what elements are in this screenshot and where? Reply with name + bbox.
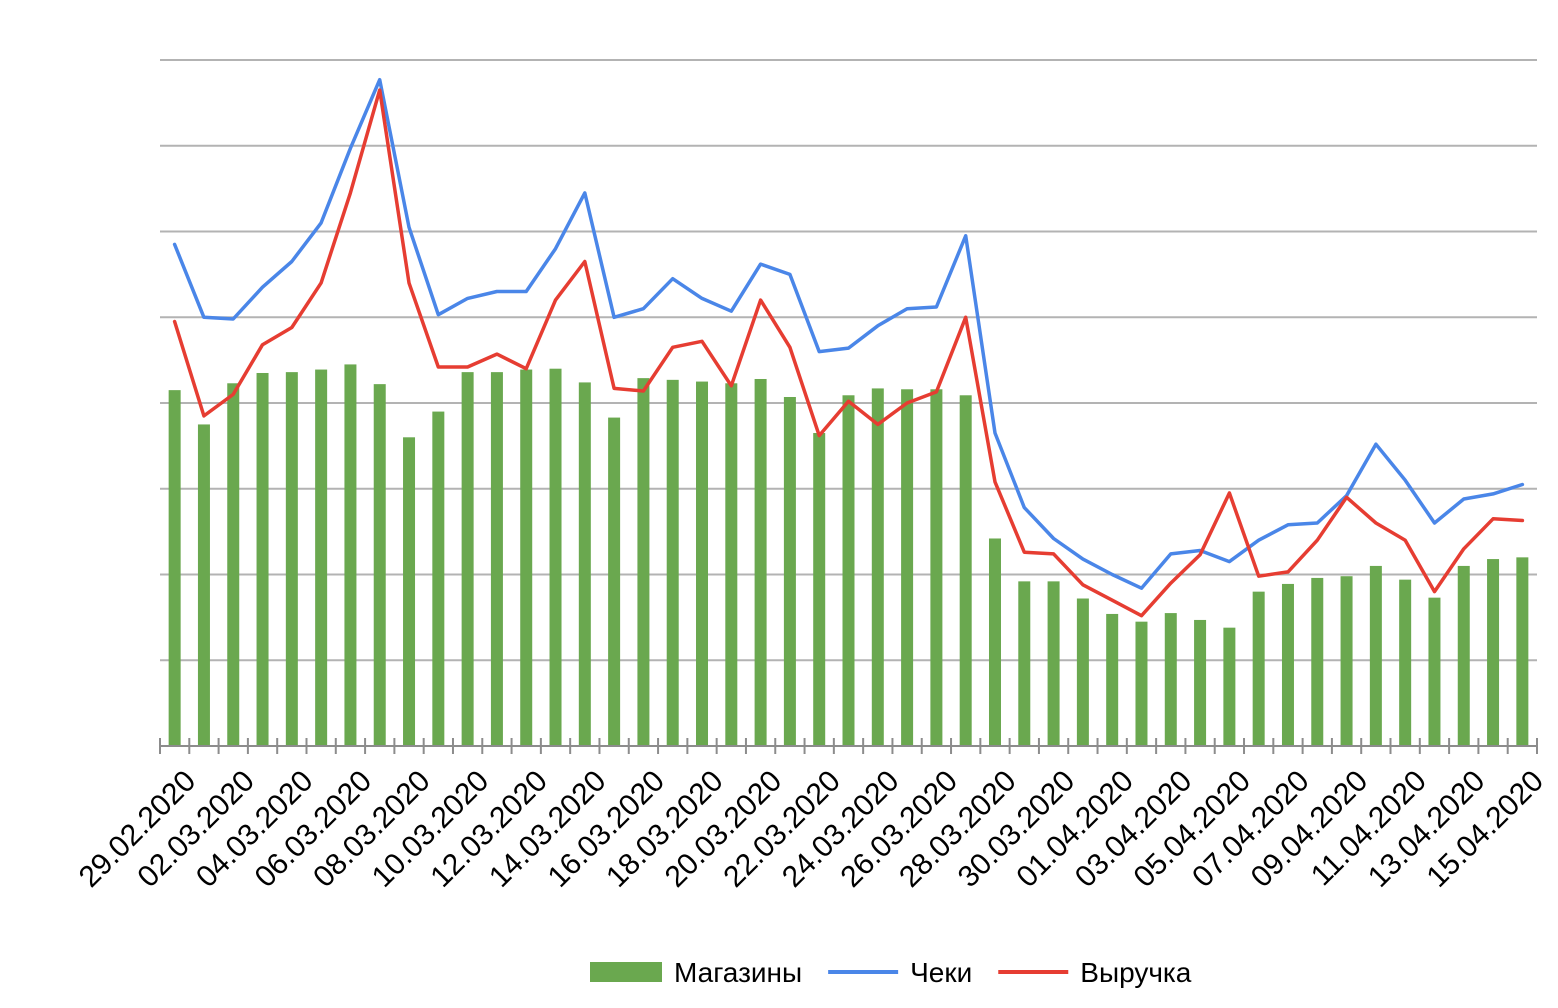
legend-label-magaziny: Магазины — [674, 957, 802, 988]
x-tick-labels: 29.02.202002.03.202004.03.202006.03.2020… — [73, 764, 1550, 894]
bar-09.03.2020 — [432, 411, 445, 746]
bar-02.04.2020 — [1135, 621, 1148, 746]
bar-03.03.2020 — [256, 372, 269, 746]
bar-26.03.2020 — [930, 389, 943, 746]
bar-10.03.2020 — [461, 372, 474, 746]
bar-14.03.2020 — [578, 382, 591, 746]
bar-03.04.2020 — [1164, 613, 1177, 746]
bar-08.04.2020 — [1311, 577, 1324, 746]
bar-09.04.2020 — [1340, 576, 1353, 746]
line-series — [172, 77, 1525, 618]
bar-27.03.2020 — [959, 395, 972, 746]
x-axis — [159, 738, 1538, 754]
bar-25.03.2020 — [901, 389, 914, 746]
bar-08.03.2020 — [403, 437, 416, 746]
bar-13.03.2020 — [549, 368, 562, 746]
bar-10.04.2020 — [1369, 565, 1382, 746]
bar-11.04.2020 — [1399, 579, 1412, 746]
bar-series-magaziny — [168, 364, 1529, 746]
bar-19.03.2020 — [725, 383, 738, 746]
bar-29.03.2020 — [1018, 581, 1031, 746]
bar-01.03.2020 — [197, 424, 210, 746]
bar-07.03.2020 — [373, 384, 386, 746]
line-series-vyruchka — [172, 88, 1525, 618]
legend-label-vyruchka: Выручка — [1080, 957, 1192, 988]
bar-02.03.2020 — [227, 383, 240, 746]
line-series-cheki — [172, 77, 1525, 590]
bar-28.03.2020 — [988, 538, 1001, 746]
bar-18.03.2020 — [696, 381, 709, 746]
bar-11.03.2020 — [490, 372, 503, 746]
bar-15.03.2020 — [608, 417, 621, 746]
bar-13.04.2020 — [1457, 565, 1470, 746]
bar-01.04.2020 — [1106, 613, 1119, 746]
bar-24.03.2020 — [871, 388, 884, 746]
bar-20.03.2020 — [754, 378, 767, 746]
legend-label-cheki: Чеки — [910, 957, 972, 988]
bar-06.04.2020 — [1252, 591, 1265, 746]
bar-31.03.2020 — [1076, 598, 1089, 746]
bar-12.04.2020 — [1428, 597, 1441, 746]
bar-12.03.2020 — [520, 369, 533, 746]
bar-16.03.2020 — [637, 378, 650, 746]
bar-17.03.2020 — [666, 379, 679, 746]
legend: Магазины Чеки Выручка — [590, 957, 1192, 988]
bar-06.03.2020 — [344, 364, 357, 746]
bar-07.04.2020 — [1281, 583, 1294, 746]
bar-29.02.2020 — [168, 390, 181, 746]
bar-04.04.2020 — [1194, 619, 1207, 746]
bar-21.03.2020 — [783, 396, 796, 746]
bar-22.03.2020 — [813, 433, 826, 746]
bar-05.03.2020 — [315, 369, 328, 746]
legend-swatch-magaziny — [590, 962, 662, 982]
bar-30.03.2020 — [1047, 581, 1060, 746]
bar-23.03.2020 — [842, 395, 855, 746]
bar-05.04.2020 — [1223, 627, 1236, 746]
bar-14.04.2020 — [1487, 559, 1500, 746]
bar-15.04.2020 — [1516, 557, 1529, 746]
bar-04.03.2020 — [285, 372, 298, 746]
